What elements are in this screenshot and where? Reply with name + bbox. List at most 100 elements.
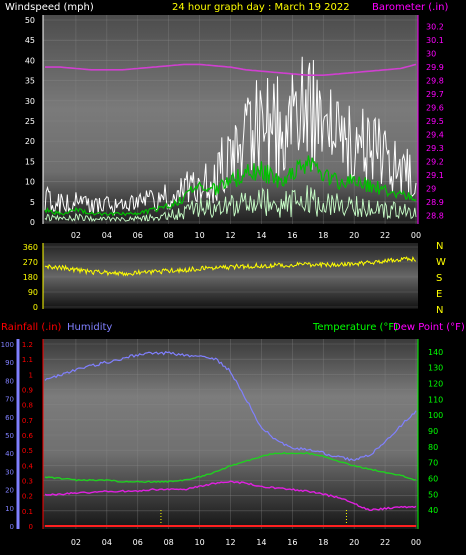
humidity-tick-label: 60 xyxy=(5,414,14,422)
temperature-x-tick-label: 14 xyxy=(256,538,266,547)
rainfall-tick-label: 0.9 xyxy=(22,387,33,395)
barometer-tick-label: 29.3 xyxy=(426,144,444,153)
barometer-tick-label: 29.1 xyxy=(426,171,444,180)
temperature-x-tick-label: 12 xyxy=(225,538,235,547)
wind-axis-title: Windspeed (mph) xyxy=(5,2,94,13)
wind-gust-line xyxy=(44,56,417,217)
temperature-tick-label: 90 xyxy=(428,427,438,436)
temperature-x-tick-label: 04 xyxy=(102,538,112,547)
rainfall-tick-label: 1.2 xyxy=(22,341,33,349)
temperature-series-group xyxy=(44,351,417,527)
humidity-tick-label: 70 xyxy=(5,396,14,404)
wind-series-group xyxy=(44,56,417,223)
wind-average-line xyxy=(44,155,417,217)
wind-x-tick-label: 20 xyxy=(349,231,359,240)
barometer-tick-label: 30.2 xyxy=(426,23,444,32)
temperature-tick-label: 40 xyxy=(428,506,438,515)
humidity-tick-label: 80 xyxy=(5,377,14,385)
direction-tick-label: 270 xyxy=(23,258,38,267)
wind-x-tick-label: 00 xyxy=(411,231,421,240)
wind-tick-label: 25 xyxy=(25,117,35,126)
wind-tick-label: 35 xyxy=(25,77,35,86)
rainfall-tick-label: 0.8 xyxy=(22,402,33,410)
compass-label: N xyxy=(436,241,443,252)
wind-tick-label: 45 xyxy=(25,36,35,45)
rainfall-tick-label: 0.2 xyxy=(22,493,33,501)
temperature-tick-label: 120 xyxy=(428,380,443,389)
wind-tick-label: 20 xyxy=(25,137,35,146)
humidity-tick-label: 10 xyxy=(5,505,14,513)
humidity-tick-label: 90 xyxy=(5,359,14,367)
barometer-tick-label: 28.9 xyxy=(426,198,444,207)
wind-tick-label: 0 xyxy=(30,218,35,227)
humidity-axis-title: Humidity xyxy=(67,322,112,333)
temperature-x-tick-label: 18 xyxy=(318,538,328,547)
wind-tick-label: 5 xyxy=(30,198,35,207)
direction-tick-label: 0 xyxy=(33,303,38,312)
humidity-tick-label: 30 xyxy=(5,468,14,476)
wind-tick-label: 50 xyxy=(25,16,35,25)
temperature-x-tick-label: 20 xyxy=(349,538,359,547)
barometer-tick-label: 30.1 xyxy=(426,36,444,45)
wind-x-tick-label: 14 xyxy=(256,231,266,240)
humidity-tick-label: 0 xyxy=(10,523,14,531)
compass-label: N xyxy=(436,305,443,316)
temperature-x-tick-label: 10 xyxy=(194,538,204,547)
temperature-x-tick-label: 06 xyxy=(133,538,143,547)
rainfall-tick-label: 1 xyxy=(29,371,33,379)
wind-x-tick-label: 18 xyxy=(318,231,328,240)
temperature-x-tick-label: 16 xyxy=(287,538,297,547)
compass-label: E xyxy=(436,289,442,300)
rainfall-tick-label: 0.1 xyxy=(22,508,33,516)
wind-low-line xyxy=(44,185,417,223)
barometer-tick-label: 29 xyxy=(426,184,436,193)
direction-tick-label: 360 xyxy=(23,243,38,252)
wind-x-tick-label: 06 xyxy=(133,231,143,240)
dewpoint-axis-title: Dew Point (°F) xyxy=(393,322,465,333)
barometer-tick-label: 29.9 xyxy=(426,63,444,72)
wind-x-tick-label: 08 xyxy=(164,231,174,240)
wind-tick-label: 30 xyxy=(25,97,35,106)
barometer-tick-label: 30 xyxy=(426,50,436,59)
temperature-x-tick-label: 02 xyxy=(71,538,81,547)
wind-tick-label: 15 xyxy=(25,157,35,166)
direction-series-group xyxy=(44,256,417,277)
barometer-tick-label: 29.2 xyxy=(426,157,444,166)
temperature-x-tick-label: 00 xyxy=(411,538,421,547)
barometer-tick-label: 28.8 xyxy=(426,211,444,220)
wind-x-tick-label: 04 xyxy=(102,231,112,240)
wind-direction-line xyxy=(44,256,417,277)
temperature-x-tick-label: 22 xyxy=(380,538,390,547)
wind-axes: 0 5 10 15 20 25 30 35 40 45 50 28.8 28.9 29 29.1 29.2 29… xyxy=(25,15,444,240)
compass-label: S xyxy=(436,273,442,284)
temperature-tick-label: 70 xyxy=(428,459,438,468)
wind-x-tick-label: 22 xyxy=(380,231,390,240)
wind-tick-label: 10 xyxy=(25,178,35,187)
temperature-tick-label: 100 xyxy=(428,411,443,420)
temperature-tick-label: 140 xyxy=(428,348,443,357)
temperature-tick-label: 80 xyxy=(428,443,438,452)
direction-tick-label: 180 xyxy=(23,273,38,282)
barometer-line xyxy=(45,63,417,76)
rainfall-tick-label: 0.4 xyxy=(22,462,34,470)
rainfall-tick-label: 0.7 xyxy=(22,417,33,425)
temperature-tick-label: 130 xyxy=(428,364,443,373)
temperature-line xyxy=(44,451,417,484)
barometer-tick-label: 29.7 xyxy=(426,90,444,99)
compass-label: W xyxy=(436,257,446,268)
barometer-tick-label: 29.8 xyxy=(426,77,444,86)
chart-title: 24 hour graph day : March 19 2022 xyxy=(172,2,350,13)
rainfall-axis-title: Rainfall (.in) xyxy=(1,322,62,333)
temperature-axes: 0 0.1 0.2 0.3 0.4 0.5 0.6 0.7 0.8 0.9 1 1.1 1.2 0 10 20… xyxy=(1,339,443,547)
temperature-x-tick-label: 08 xyxy=(164,538,174,547)
temperature-tick-label: 110 xyxy=(428,395,443,404)
direction-gridlines xyxy=(43,246,418,308)
rainfall-tick-label: 0.6 xyxy=(22,432,34,440)
humidity-tick-label: 50 xyxy=(5,432,14,440)
dewpoint-line xyxy=(44,480,417,511)
rainfall-tick-label: 0 xyxy=(29,523,33,531)
humidity-tick-label: 20 xyxy=(5,487,14,495)
direction-panel-background xyxy=(43,243,418,309)
